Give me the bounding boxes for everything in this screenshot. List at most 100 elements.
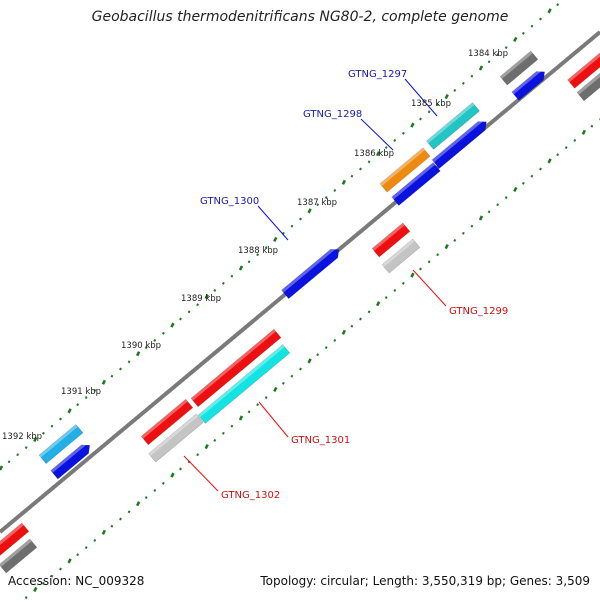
gene-label-gtng1302[interactable]: GTNG_1302 (221, 490, 280, 501)
gene-feature-lightgray[interactable] (381, 238, 421, 274)
inner-tick-row-mark (436, 253, 440, 257)
label-connector (258, 401, 289, 438)
gene-feature-gray[interactable] (499, 50, 539, 86)
inner-tick-row-mark (110, 524, 114, 528)
outer-tick-row-mark (170, 322, 175, 328)
inner-tick-row-mark (359, 317, 362, 321)
gene-feature-blue[interactable] (281, 245, 343, 300)
inner-tick-row-mark (204, 443, 209, 450)
tick-label: 1385 kbp (411, 99, 451, 109)
outer-tick-row-mark (119, 367, 122, 371)
outer-tick-row-mark (135, 351, 141, 357)
gene-feature-teal[interactable] (426, 102, 480, 150)
outer-tick-row-mark (453, 88, 457, 92)
gene-label-gtng1298[interactable]: GTNG_1298 (303, 109, 362, 120)
inner-tick-row-mark (496, 203, 500, 207)
gene-label-gtng1301[interactable]: GTNG_1301 (291, 435, 350, 446)
gene-feature-lightgray[interactable] (148, 413, 204, 463)
outer-tick-row-mark (513, 36, 518, 43)
inner-tick-row-mark (119, 517, 122, 521)
gene-features (0, 50, 600, 574)
inner-tick-row-mark (93, 538, 97, 542)
outer-tick-row-mark (307, 208, 312, 214)
outer-tick-row-mark (0, 465, 4, 471)
gene-feature-red[interactable] (140, 398, 194, 446)
inner-tick-row-mark (539, 167, 542, 171)
gene-feature-blue[interactable] (391, 162, 441, 206)
tick-label: 1388 kbp (238, 246, 278, 256)
outer-tick-row-mark (521, 31, 525, 35)
outer-tick-row-mark (24, 446, 28, 450)
outer-tick-row-mark (333, 188, 337, 192)
gene-feature-orange[interactable] (379, 147, 431, 193)
label-connector (257, 205, 289, 241)
outer-tick-row-mark (384, 146, 388, 150)
outer-tick-row-mark (179, 317, 182, 321)
outer-tick-row-mark (273, 236, 278, 243)
inner-tick-row-mark (135, 501, 141, 507)
outer-tick-row-mark (539, 17, 542, 21)
outer-tick-row-mark (153, 338, 157, 342)
outer-tick-row-mark (41, 431, 45, 435)
inner-tick-row-mark (299, 367, 302, 371)
gene-feature-blue[interactable] (511, 67, 548, 101)
label-connector (404, 78, 438, 117)
label-connector (412, 269, 447, 307)
outer-tick-row-mark (504, 46, 508, 50)
gene-feature-red[interactable] (0, 522, 30, 558)
gene-label-gtng1300[interactable]: GTNG_1300 (200, 196, 259, 207)
inner-tick-row-mark (67, 558, 72, 564)
page-title: Geobacillus thermodenitrificans NG80-2, … (91, 9, 509, 25)
gene-feature-cyan[interactable] (197, 344, 291, 424)
gene-feature-red[interactable] (371, 222, 411, 258)
gene-feature-blue[interactable] (431, 117, 490, 169)
inner-tick-row-mark (273, 386, 278, 393)
inner-tick-row-mark (487, 210, 491, 214)
inner-tick-row-mark (401, 281, 405, 285)
outer-tick-row-mark (50, 424, 54, 428)
outer-tick-row-mark (127, 360, 131, 364)
tick-label: 1390 kbp (121, 341, 161, 351)
gene-feature-sky[interactable] (38, 423, 84, 465)
inner-tick-row-mark (573, 138, 577, 142)
outer-tick-row-mark (84, 396, 88, 400)
inner-tick-row-mark (281, 381, 285, 385)
outer-tick-row-mark (444, 93, 449, 100)
inner-tick-row-mark (307, 358, 312, 364)
inner-tick-row-mark (238, 415, 244, 421)
tick-label: 1386 kbp (354, 149, 394, 159)
gene-labels: GTNG_1297 GTNG_1298 GTNG_1300 GTNG_1299 GTNG… (200, 69, 508, 501)
outer-tick-row-mark (247, 260, 251, 264)
gene-label-gtng1297[interactable]: GTNG_1297 (348, 69, 407, 80)
outer-tick-row-mark (427, 110, 431, 114)
inner-tick-row-mark (264, 396, 268, 400)
outer-tick-row-mark (59, 417, 62, 421)
gene-feature-red[interactable] (190, 328, 282, 408)
tick-labels: 1384 kbp 1385 kbp 1386 kbp 1387 kbp 1388 kbp… (2, 49, 508, 442)
gene-label-gtng1299[interactable]: GTNG_1299 (449, 306, 508, 317)
inner-tick-row-mark (256, 403, 260, 407)
gene-feature-red[interactable] (567, 51, 600, 89)
outer-tick-row-mark (496, 53, 500, 57)
label-connector (360, 118, 394, 151)
inner-tick-row-mark (375, 301, 381, 307)
inner-tick-row-mark (367, 310, 371, 314)
outer-tick-row-mark (393, 138, 397, 142)
outer-tick-row-mark (16, 453, 20, 457)
inner-tick-row-mark (521, 181, 525, 185)
outer-tick-row-mark (436, 103, 440, 107)
gene-feature-gray[interactable] (0, 538, 38, 574)
gene-feature-blue[interactable] (50, 441, 93, 480)
outer-tick-row-mark (33, 436, 38, 443)
outer-tick-row-mark (221, 281, 225, 285)
outer-tick-row-mark (230, 274, 234, 278)
inner-tick-row-mark (230, 424, 234, 428)
accession-text: Accession: NC_009328 (8, 574, 145, 588)
genome-summary-text: Topology: circular; Length: 3,550,319 bp… (260, 574, 590, 588)
outer-tick-row-mark (67, 408, 72, 414)
inner-tick-row-mark (547, 158, 552, 164)
inner-tick-row-mark (350, 324, 354, 328)
outer-tick-row-mark (110, 374, 114, 378)
label-connector (183, 455, 219, 492)
